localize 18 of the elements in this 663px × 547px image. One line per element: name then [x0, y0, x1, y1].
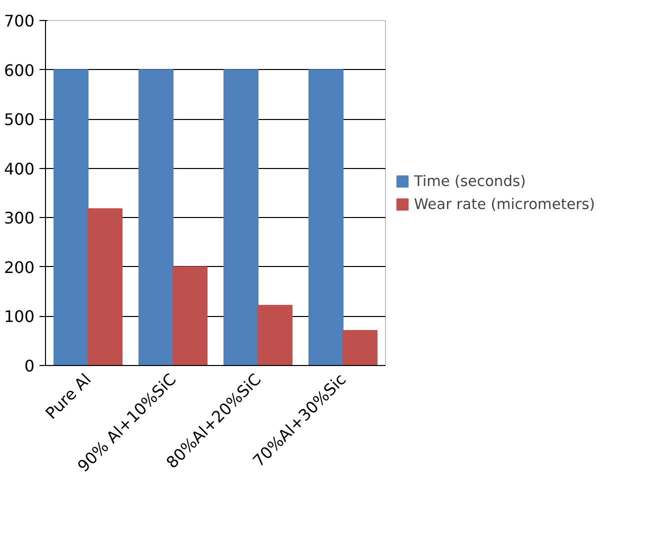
bar [258, 304, 292, 366]
y-tick-label: 500 [4, 110, 35, 130]
y-tick-label: 0 [24, 356, 35, 376]
bar [88, 208, 122, 366]
bar [342, 330, 378, 366]
y-tick-label: 100 [4, 307, 35, 326]
bar [224, 69, 258, 366]
legend-label: Wear rate (micrometers) [414, 196, 595, 212]
legend-label: Time (seconds) [414, 172, 526, 190]
bar [138, 69, 174, 366]
y-tick-label: 200 [4, 258, 35, 277]
bar [172, 266, 208, 366]
bar [54, 69, 88, 366]
y-tick-label: 700 [4, 12, 35, 30]
bar [308, 69, 344, 366]
y-tick-label: 400 [4, 159, 35, 178]
y-tick-label: 600 [4, 60, 35, 80]
y-tick-label: 300 [4, 208, 35, 228]
